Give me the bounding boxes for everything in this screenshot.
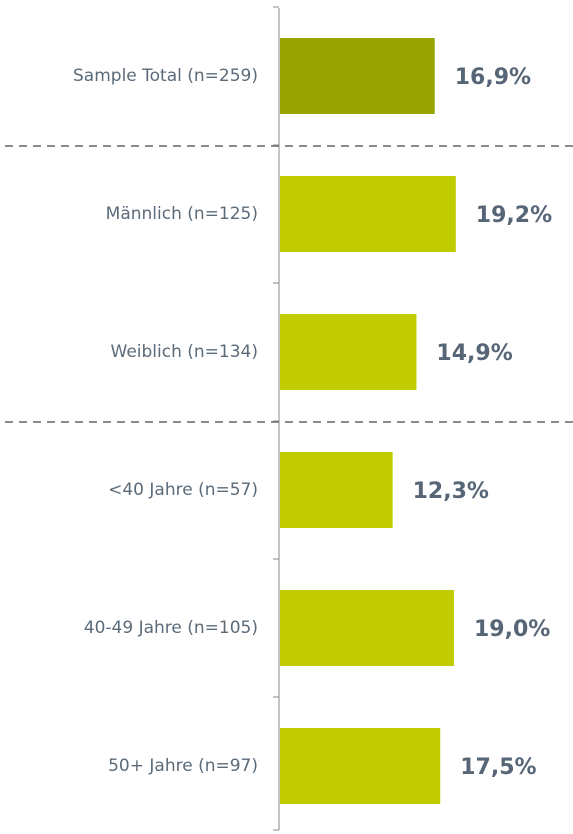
category-label: Weiblich (n=134) <box>111 342 259 362</box>
value-label: 19,2% <box>476 203 552 228</box>
bar <box>280 452 393 528</box>
category-label: Sample Total (n=259) <box>73 66 258 86</box>
value-label: 14,9% <box>436 341 512 366</box>
value-label: 19,0% <box>474 617 550 642</box>
value-label: 12,3% <box>413 479 489 504</box>
bar <box>280 590 454 666</box>
bar <box>280 176 456 252</box>
value-label: 16,9% <box>455 65 531 90</box>
category-label: <40 Jahre (n=57) <box>108 480 258 500</box>
bar <box>280 38 435 114</box>
category-label: 50+ Jahre (n=97) <box>108 756 258 776</box>
category-label: 40-49 Jahre (n=105) <box>84 618 258 638</box>
bar <box>280 314 417 390</box>
category-label: Männlich (n=125) <box>106 204 258 224</box>
bar <box>280 728 441 804</box>
value-label: 17,5% <box>460 755 536 780</box>
